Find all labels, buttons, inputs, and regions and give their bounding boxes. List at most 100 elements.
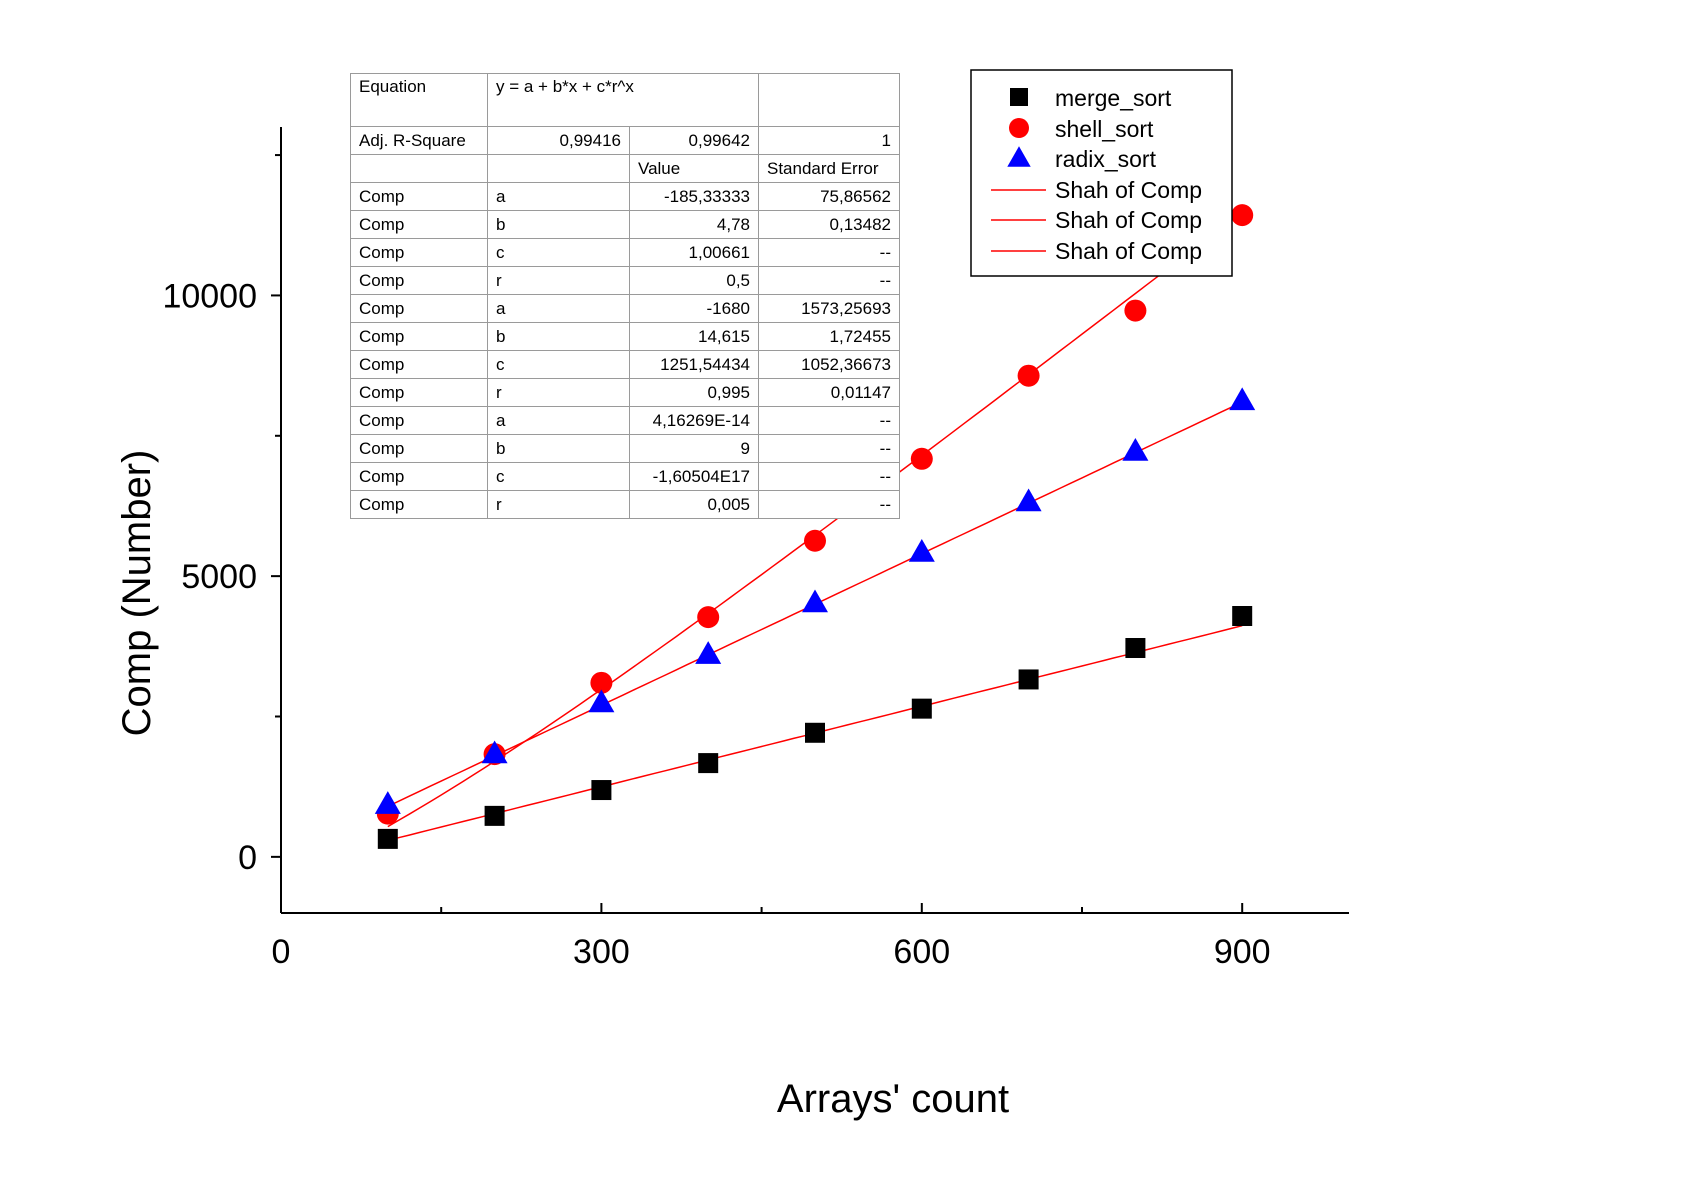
merge-sort-point [591, 780, 612, 801]
merge-sort-point [1232, 606, 1253, 627]
param-name: c [487, 462, 630, 491]
shell-sort-point [590, 671, 613, 694]
y-axis-title: Comp (Number) [115, 450, 159, 737]
param-dataset: Comp [350, 378, 488, 407]
radix-sort-point [802, 589, 828, 613]
param-value: 4,16269E-14 [629, 406, 759, 435]
param-name: a [487, 406, 630, 435]
header-standard-error: Standard Error [758, 154, 900, 183]
equation-blank [758, 73, 900, 127]
radix-sort-point [695, 641, 722, 664]
param-name: b [487, 322, 630, 351]
param-standard-error: 0,13482 [758, 210, 900, 239]
param-standard-error: -- [758, 490, 900, 519]
param-name: c [487, 238, 630, 267]
y-tick-label: 10000 [162, 277, 257, 315]
param-value: 14,615 [629, 322, 759, 351]
x-tick-label: 900 [1214, 933, 1271, 971]
param-value: -1680 [629, 294, 759, 323]
table-row: Comp r 0,005 -- [350, 490, 900, 519]
param-dataset: Comp [350, 434, 488, 463]
x-tick-label: 600 [893, 933, 950, 971]
legend-label: merge_sort [1055, 85, 1172, 111]
param-standard-error: -- [758, 462, 900, 491]
table-row: Comp c 1,00661 -- [350, 238, 900, 267]
header-cell [350, 154, 488, 183]
param-standard-error: 1052,36673 [758, 350, 900, 379]
radix-sort-point [1229, 387, 1256, 411]
param-value: 0,5 [629, 266, 759, 295]
adj-r-square-row: Adj. R-Square 0,99416 0,99642 1 [350, 126, 900, 155]
param-value: 1,00661 [629, 238, 759, 267]
param-standard-error: -- [758, 406, 900, 435]
param-dataset: Comp [350, 238, 488, 267]
param-value: 4,78 [629, 210, 759, 239]
param-name: b [487, 434, 630, 463]
table-row: Comp a -1680 1573,25693 [350, 294, 900, 323]
radix-sort-point [908, 539, 935, 562]
legend: merge_sort shell_sort radix_sort Shah of Co… [970, 69, 1233, 277]
table-row: Comp r 0,5 -- [350, 266, 900, 295]
param-dataset: Comp [350, 462, 488, 491]
x-axis-title: Arrays' count [777, 1077, 1009, 1121]
legend-label: radix_sort [1055, 146, 1157, 172]
merge-sort-point [911, 698, 932, 719]
table-row: Comp b 4,78 0,13482 [350, 210, 900, 239]
param-standard-error: 1,72455 [758, 322, 900, 351]
param-name: a [487, 182, 630, 211]
param-dataset: Comp [350, 490, 488, 519]
param-name: r [487, 490, 630, 519]
adj-r-square-value: 0,99642 [629, 126, 759, 155]
shell-sort-point [1231, 204, 1254, 227]
fit-parameters-table: Equation y = a + b*x + c*r^x Adj. R-Squa… [350, 73, 900, 519]
equation-row: Equation y = a + b*x + c*r^x [350, 73, 900, 127]
merge-sort-point [377, 828, 398, 849]
equation-formula: y = a + b*x + c*r^x [487, 73, 759, 127]
param-name: b [487, 210, 630, 239]
table-row: Comp b 14,615 1,72455 [350, 322, 900, 351]
legend-label: Shah of Comp [1055, 238, 1202, 264]
param-name: c [487, 350, 630, 379]
param-value: -185,33333 [629, 182, 759, 211]
table-row: Comp c -1,60504E17 -- [350, 462, 900, 491]
param-standard-error: 1573,25693 [758, 294, 900, 323]
adj-r-square-value: 0,99416 [487, 126, 630, 155]
param-standard-error: -- [758, 434, 900, 463]
param-dataset: Comp [350, 266, 488, 295]
x-tick-label: 300 [573, 933, 630, 971]
y-tick-label: 5000 [181, 558, 257, 596]
param-dataset: Comp [350, 182, 488, 211]
radix-sort-point [481, 740, 508, 764]
header-cell [487, 154, 630, 183]
param-standard-error: 0,01147 [758, 378, 900, 407]
legend-marker-radix-sort [1007, 146, 1031, 167]
param-value: 1251,54434 [629, 350, 759, 379]
param-value: 0,995 [629, 378, 759, 407]
param-name: r [487, 378, 630, 407]
table-row: Comp b 9 -- [350, 434, 900, 463]
param-name: r [487, 266, 630, 295]
param-name: a [487, 294, 630, 323]
y-tick-label: 0 [238, 839, 257, 877]
param-standard-error: 75,86562 [758, 182, 900, 211]
header-value: Value [629, 154, 759, 183]
shell-sort-point [804, 529, 826, 552]
table-header-row: Value Standard Error [350, 154, 900, 183]
param-dataset: Comp [350, 322, 488, 351]
shell-sort-point [1124, 299, 1147, 322]
data-markers [374, 204, 1256, 849]
legend-marker-merge-sort [1010, 88, 1028, 106]
merge-sort-point [1125, 638, 1146, 659]
radix-sort-point [374, 791, 401, 814]
legend-marker-shell-sort [1009, 118, 1029, 138]
radix-sort-point [1015, 488, 1042, 512]
param-dataset: Comp [350, 406, 488, 435]
x-tick-label: 0 [272, 933, 291, 971]
radix-sort-point [1122, 437, 1149, 461]
shell-sort-point [697, 606, 720, 629]
merge-sort-point [805, 722, 825, 743]
adj-r-square-value: 1 [758, 126, 900, 155]
merge-sort-point [698, 753, 719, 774]
table-row: Comp a -185,33333 75,86562 [350, 182, 900, 211]
